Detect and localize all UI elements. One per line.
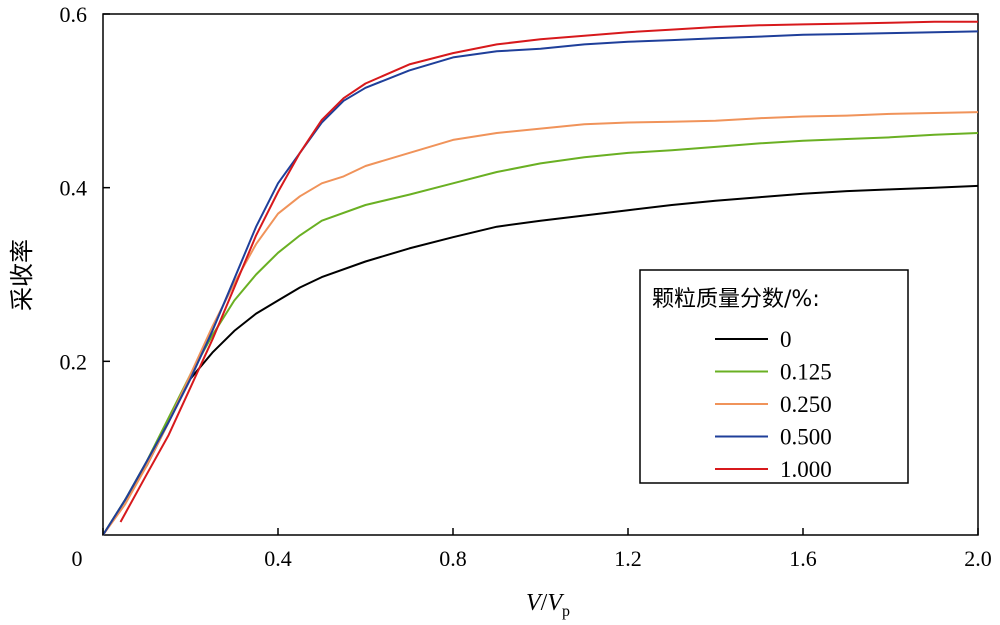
x-tick-label: 1.2 — [614, 546, 642, 571]
y-axis-label: 采收率 — [9, 239, 36, 311]
legend-label-2: 0.250 — [780, 392, 832, 417]
series-layer — [102, 20, 979, 536]
x-tick-label: 1.6 — [789, 546, 817, 571]
x-tick-label: 2.0 — [964, 546, 992, 571]
legend-label-0: 0 — [780, 327, 792, 352]
y-tick-label: 0.2 — [60, 349, 88, 374]
ticks-layer: 0 0.4 0.8 1.2 1.6 2.0 0.2 0.4 0.6 — [60, 2, 992, 571]
legend: 颗粒质量分数/%: 0 0.125 0.250 0.500 1.000 — [639, 269, 909, 484]
legend-box — [639, 269, 909, 484]
legend-label-4: 1.000 — [780, 457, 832, 482]
x-tick-label: 0 — [72, 546, 83, 571]
legend-items: 0 0.125 0.250 0.500 1.000 — [715, 327, 832, 482]
series-line-4 — [119, 20, 978, 523]
series-line-2 — [102, 111, 979, 536]
x-axis-label-sub: p — [562, 603, 570, 620]
series-line-3 — [102, 30, 979, 536]
legend-label-3: 0.500 — [780, 425, 832, 450]
x-axis-label-var: V — [547, 590, 564, 616]
x-axis-label-sep: / — [541, 590, 548, 616]
x-tick-label: 0.8 — [439, 546, 467, 571]
plot-area — [102, 13, 979, 536]
x-axis-label: V/Vp — [526, 590, 570, 620]
x-tick-label: 0.4 — [264, 546, 292, 571]
y-tick-label: 0.6 — [60, 2, 88, 27]
legend-label-1: 0.125 — [780, 360, 832, 385]
legend-title: 颗粒质量分数/%: — [652, 287, 820, 312]
series-line-0 — [102, 184, 979, 536]
plot-frame — [102, 13, 979, 536]
y-tick-label: 0.4 — [60, 176, 88, 201]
x-axis-label-main: V — [526, 590, 543, 616]
